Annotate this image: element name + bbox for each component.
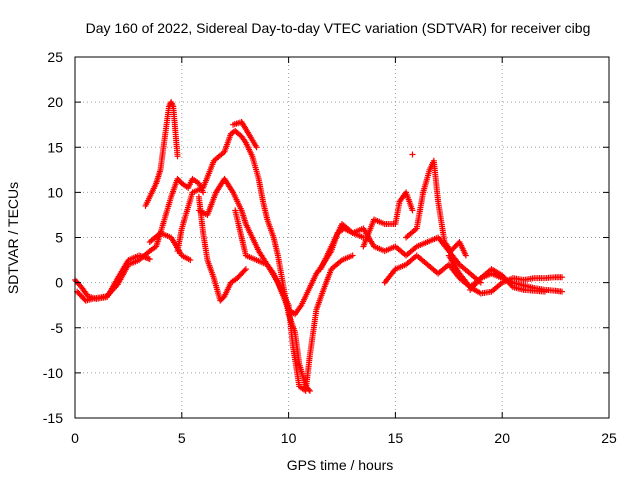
x-tick-label: 10 bbox=[281, 430, 297, 446]
data-point bbox=[174, 153, 181, 160]
data-series-track-7 bbox=[195, 193, 249, 304]
y-tick-label: 5 bbox=[55, 230, 63, 246]
data-points bbox=[72, 99, 566, 394]
y-tick-label: -10 bbox=[43, 365, 63, 381]
data-point bbox=[241, 267, 248, 274]
y-axis-label: SDTVAR / TECUs bbox=[5, 182, 21, 294]
y-tick-label: 25 bbox=[47, 49, 63, 65]
data-point bbox=[242, 266, 249, 273]
data-series-track-3 bbox=[142, 99, 181, 209]
data-series-track-12 bbox=[360, 189, 416, 250]
data-point bbox=[541, 288, 548, 295]
data-point bbox=[253, 144, 260, 151]
data-point bbox=[462, 252, 469, 259]
data-series-track-17 bbox=[409, 151, 416, 158]
x-tick-label: 25 bbox=[601, 430, 617, 446]
x-tick-label: 0 bbox=[71, 430, 79, 446]
data-series-track-9 bbox=[230, 118, 260, 151]
x-tick-label: 20 bbox=[494, 430, 510, 446]
y-tick-label: -5 bbox=[51, 320, 64, 336]
y-tick-label: 20 bbox=[47, 94, 63, 110]
data-point bbox=[559, 288, 566, 295]
x-tick-label: 15 bbox=[388, 430, 404, 446]
data-point bbox=[559, 274, 566, 281]
y-axis-ticks: -15 -10 -5 0 5 10 15 20 25 bbox=[43, 49, 609, 426]
x-axis-label: GPS time / hours bbox=[287, 457, 394, 473]
data-point bbox=[187, 257, 194, 264]
chart-title: Day 160 of 2022, Sidereal Day-to-day VTE… bbox=[86, 20, 591, 36]
y-tick-label: -15 bbox=[43, 410, 63, 426]
data-series-track-16 bbox=[467, 266, 548, 295]
data-series-track-13 bbox=[403, 157, 469, 259]
data-series-track-10 bbox=[285, 252, 356, 394]
data-series-track-2 bbox=[74, 229, 194, 304]
grid bbox=[75, 57, 609, 418]
data-point bbox=[146, 256, 153, 263]
data-series-track-11 bbox=[317, 220, 484, 286]
y-tick-label: 15 bbox=[47, 139, 63, 155]
x-axis-ticks: 0 5 10 15 20 25 bbox=[71, 57, 617, 446]
data-series-track-15 bbox=[445, 252, 566, 297]
data-point bbox=[409, 207, 416, 214]
data-series-track-8 bbox=[232, 207, 367, 318]
data-series-track-4 bbox=[146, 175, 207, 246]
x-tick-label: 5 bbox=[178, 430, 186, 446]
data-point bbox=[409, 151, 416, 158]
y-tick-label: 0 bbox=[55, 275, 63, 291]
data-point bbox=[349, 252, 356, 259]
y-tick-label: 10 bbox=[47, 184, 63, 200]
